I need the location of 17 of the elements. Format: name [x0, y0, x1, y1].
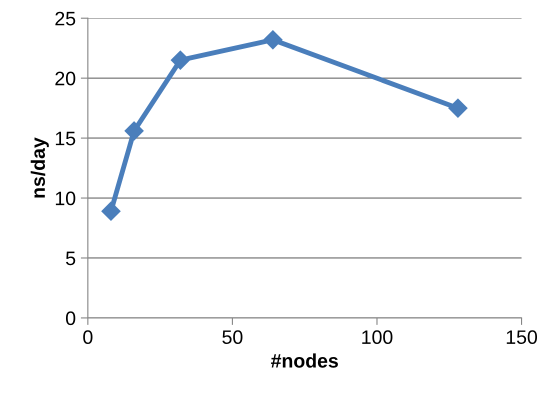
y-axis-title: ns/day	[30, 137, 49, 198]
point	[448, 98, 468, 118]
y-tick-label: 0	[66, 311, 76, 326]
y-tick-label: 25	[55, 12, 76, 26]
point	[124, 121, 144, 140]
y-tick-label: 20	[55, 72, 76, 86]
x-tick-label: 50	[222, 330, 242, 344]
x-axis-title: #nodes	[270, 353, 338, 368]
point	[170, 50, 190, 70]
point	[263, 30, 282, 50]
y-tick-label: 15	[56, 132, 76, 146]
y-tick-label: 5	[66, 252, 76, 266]
point	[101, 202, 121, 221]
x-tick-label: 100	[362, 330, 392, 344]
x-tick-label: 150	[506, 330, 538, 344]
x-tick-label: 0	[83, 330, 92, 344]
y-tick-label: 10	[56, 192, 76, 206]
